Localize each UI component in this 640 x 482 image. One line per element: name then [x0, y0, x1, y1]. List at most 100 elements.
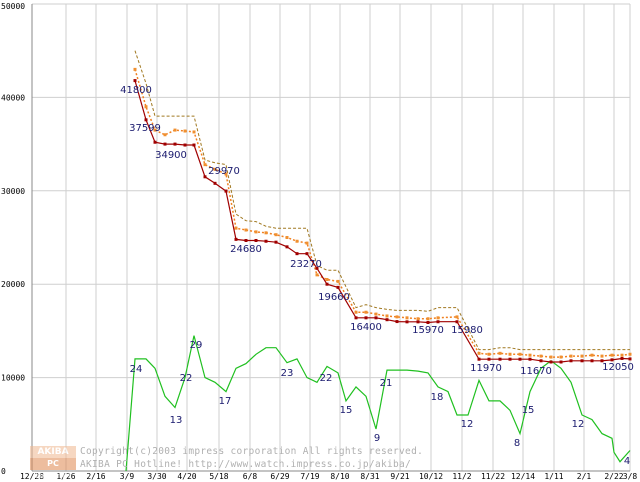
point-price-avg [234, 226, 238, 230]
point-price-avg [620, 353, 624, 357]
series-price-main [134, 80, 631, 363]
point-price-avg [539, 354, 543, 358]
price-data-label: 19660 [318, 292, 350, 303]
x-tick-label: 12/28 [20, 472, 44, 480]
point-price-main [610, 358, 614, 362]
point-price-main [234, 237, 238, 241]
x-tick-label: 2/16 [86, 472, 105, 480]
count-data-label: 15 [340, 405, 353, 416]
point-price-avg [264, 231, 268, 235]
price-data-label: 15970 [412, 325, 444, 336]
point-price-avg [518, 352, 522, 356]
point-price-main [374, 316, 378, 320]
point-price-avg [436, 316, 440, 320]
point-price-main [590, 359, 594, 363]
point-price-main [477, 357, 481, 361]
point-price-main [285, 245, 289, 249]
count-data-label: 22 [180, 373, 193, 384]
grid [31, 3, 631, 471]
count-data-label: 22 [320, 373, 333, 384]
x-tick-label: 12/14 [511, 472, 535, 480]
point-price-main [600, 359, 604, 363]
point-price-main [244, 238, 248, 242]
point-price-main [315, 266, 319, 270]
y-tick-label: 10000 [1, 374, 25, 383]
point-price-main [528, 357, 532, 361]
point-price-avg [569, 354, 573, 358]
point-price-main [539, 359, 543, 363]
point-price-main [213, 181, 217, 185]
count-data-label: 15 [522, 405, 535, 416]
count-data-label: 8 [514, 438, 520, 449]
point-price-avg [385, 314, 389, 318]
count-data-label: 24 [130, 364, 143, 375]
x-tick-label: 3/30 [147, 472, 166, 480]
x-tick-label: 2/22 [604, 472, 623, 480]
x-tick-label: 6/8 [243, 472, 258, 480]
price-data-label: 11670 [520, 366, 552, 377]
point-price-main [395, 320, 399, 324]
point-price-main [385, 318, 389, 322]
point-price-main [559, 360, 563, 364]
count-data-label: 4 [624, 456, 630, 467]
point-price-avg [315, 273, 319, 277]
x-tick-label: 8/10 [330, 472, 349, 480]
point-price-main [336, 285, 340, 289]
point-price-main [518, 357, 522, 361]
x-tick-label: 8/31 [360, 472, 379, 480]
point-price-avg [295, 239, 299, 243]
x-tick-label: 6/29 [270, 472, 289, 480]
count-data-label: 12 [461, 419, 474, 430]
point-price-avg [274, 233, 278, 237]
logo-bottom: PC Hotline! [30, 458, 76, 480]
point-price-main [274, 240, 278, 244]
point-price-avg [163, 133, 167, 137]
logo-top: AKIBA [30, 446, 76, 458]
point-price-avg [580, 354, 584, 358]
point-price-avg [508, 352, 512, 356]
price-data-label: 37599 [129, 123, 161, 134]
count-data-label: 13 [170, 415, 183, 426]
labels-group: 41800 37599 34900 29970 24680 23270 19660 16400… [120, 85, 634, 467]
point-price-main [508, 357, 512, 361]
point-price-avg [325, 278, 329, 282]
point-price-main [436, 320, 440, 324]
y-tick-label: 30000 [1, 187, 25, 196]
point-price-avg [183, 129, 187, 133]
point-price-main [153, 140, 157, 144]
point-price-main [498, 357, 502, 361]
price-data-label: 29970 [208, 166, 240, 177]
x-tick-label: 10/12 [419, 472, 443, 480]
y-tick-label: 40000 [1, 93, 25, 102]
count-data-label: 18 [431, 392, 444, 403]
point-price-main [416, 320, 420, 324]
point-price-avg [405, 316, 409, 320]
price-data-label: 15980 [451, 325, 483, 336]
x-tick-label: 11/22 [481, 472, 505, 480]
point-price-main [183, 143, 187, 147]
point-price-avg [192, 130, 196, 134]
point-price-avg [224, 172, 228, 176]
point-price-avg [549, 355, 553, 359]
point-price-avg [628, 352, 632, 356]
count-data-label: 21 [380, 378, 393, 389]
x-tick-label: 11/2 [452, 472, 471, 480]
point-price-avg [487, 352, 491, 356]
point-price-main [264, 239, 268, 243]
point-price-avg [477, 351, 481, 355]
x-tick-label: 4/20 [177, 472, 196, 480]
point-price-main [569, 359, 573, 363]
point-price-main [620, 356, 624, 360]
point-price-avg [336, 279, 340, 283]
point-price-avg [559, 355, 563, 359]
y-tick-label: 20000 [1, 280, 25, 289]
price-data-label: 41800 [120, 85, 152, 96]
site-line: AKIBA PC Hotline! http://www.watch.impre… [80, 459, 412, 470]
count-data-label: 12 [572, 419, 585, 430]
series-shop-count [125, 335, 631, 472]
count-data-label: 29 [190, 340, 203, 351]
y-tick-label: 0 [1, 467, 6, 476]
x-tick-label: 1/26 [56, 472, 75, 480]
